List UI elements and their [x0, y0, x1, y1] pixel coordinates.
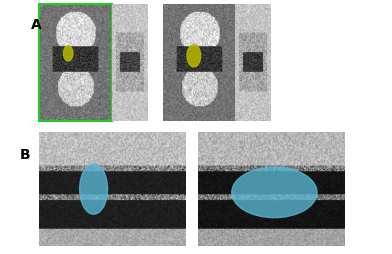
Text: A: A — [31, 18, 42, 32]
Circle shape — [64, 46, 73, 62]
Circle shape — [187, 45, 201, 68]
Ellipse shape — [232, 168, 317, 218]
Text: B: B — [20, 147, 30, 161]
Ellipse shape — [80, 164, 107, 214]
